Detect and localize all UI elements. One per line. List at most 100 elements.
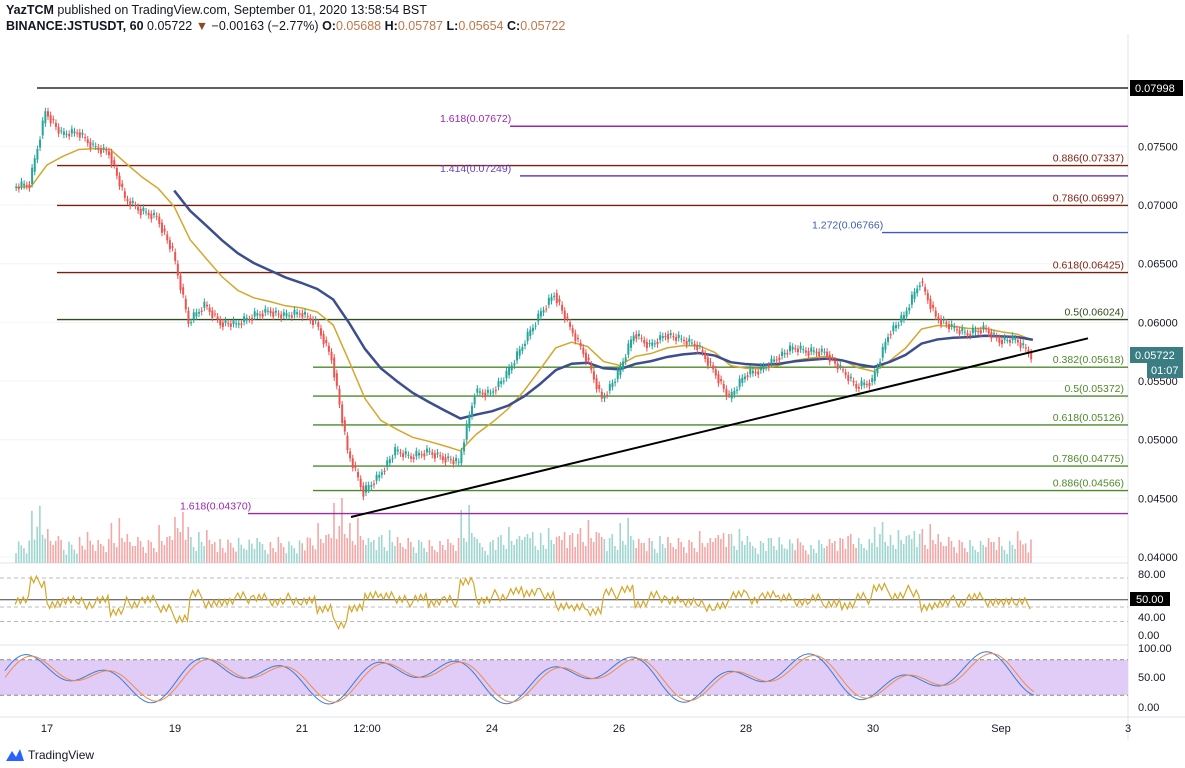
volume-bar (301, 543, 303, 563)
symbol[interactable]: BINANCE:JSTUSDT, 60 (6, 19, 144, 33)
candle-body (452, 460, 455, 465)
volume-bar (802, 545, 804, 563)
volume-bar (447, 539, 449, 563)
candle-body (322, 334, 325, 345)
volume-bar (902, 544, 905, 563)
candle-body (690, 342, 693, 344)
volume-bar (78, 536, 81, 563)
candle-body (433, 453, 436, 459)
volume-bar (73, 549, 76, 563)
volume-bar (767, 538, 770, 563)
volume-bar (293, 548, 296, 563)
volume-bar (754, 548, 757, 563)
volume-bar (661, 544, 664, 563)
volume-bar (105, 552, 107, 563)
candle-body (100, 148, 102, 154)
trendline[interactable] (350, 337, 1089, 518)
candle-body (269, 310, 272, 314)
volume-bar (182, 512, 184, 563)
candle-body (982, 325, 985, 330)
candle-body (1014, 338, 1017, 340)
candle-body (1024, 347, 1027, 349)
volume-bar (394, 546, 396, 563)
candle-body (365, 485, 367, 493)
candle-body (198, 312, 201, 314)
volume-bar (579, 528, 582, 563)
volume-bar (717, 535, 720, 563)
volume-bar (357, 518, 359, 563)
candle-body (810, 347, 813, 352)
volume-bar (341, 498, 343, 563)
volume-bar (160, 541, 163, 563)
volume-bar (325, 535, 327, 563)
volume-bar (41, 534, 44, 563)
volume-bar (81, 545, 84, 563)
volume-bar (1011, 545, 1014, 563)
volume-bar (521, 540, 523, 563)
candle-body (444, 457, 447, 463)
volume-bar (738, 529, 741, 563)
volume-bar (820, 544, 823, 563)
volume-bar (28, 540, 31, 563)
volume-bar (203, 546, 205, 563)
volume-bar (471, 533, 473, 563)
candle-body (306, 316, 309, 318)
candle-body (341, 404, 344, 423)
candle-body (820, 348, 823, 352)
volume-bar (497, 537, 500, 563)
candle-body (781, 351, 784, 357)
volume-bar (950, 541, 953, 563)
candle-body (1008, 339, 1011, 343)
candle-body (958, 330, 961, 334)
candle-body (643, 339, 646, 344)
candle-body (807, 351, 810, 356)
volume-bar (645, 551, 648, 563)
candle-body (224, 320, 227, 323)
candle-body (842, 369, 844, 371)
fib-level-label: 0.618(0.05126) (1053, 412, 1124, 424)
fib-levels: 1.618(0.07672) 0.886(0.07337) 1.414(0.0724… (37, 87, 1128, 515)
candle-body (163, 228, 166, 232)
volume-bar (804, 550, 807, 563)
volume-bar (714, 538, 717, 563)
volume-bar (979, 541, 982, 563)
candle-body (155, 215, 158, 217)
candle-body (391, 458, 394, 460)
tradingview-logo[interactable]: TradingView (6, 748, 94, 762)
candle-body (932, 304, 935, 308)
candle-body (15, 186, 18, 188)
volume-bar (818, 540, 820, 563)
volume-bar (60, 540, 62, 563)
volume-bar (463, 538, 465, 563)
candle-body (505, 370, 508, 379)
candle-body (717, 374, 720, 384)
volume-bar (826, 546, 828, 563)
candle-body (558, 298, 561, 302)
candle-body (751, 370, 754, 374)
candle-body (36, 149, 39, 160)
volume-bar (600, 537, 603, 563)
volume-bar (89, 540, 91, 563)
candle-body (953, 326, 956, 329)
volume-bar (534, 546, 537, 563)
volume-bar (823, 548, 826, 563)
candle-body (677, 334, 680, 339)
candle-body (993, 333, 996, 335)
volume-bar (542, 545, 545, 563)
candle-body (524, 343, 526, 346)
volume-bar (455, 551, 457, 563)
volume-bar (982, 545, 985, 563)
candle-body (725, 388, 728, 397)
volume-bar (441, 545, 444, 563)
candle-body (107, 151, 110, 156)
candle-body (134, 205, 137, 207)
volume-bar (998, 537, 1000, 563)
candle-body (455, 457, 458, 462)
candle-body (537, 313, 540, 322)
volume-bar (396, 537, 399, 563)
volume-bar (412, 547, 415, 563)
candle-body (484, 392, 487, 397)
candle-body (728, 393, 731, 395)
candle-body (428, 450, 431, 452)
